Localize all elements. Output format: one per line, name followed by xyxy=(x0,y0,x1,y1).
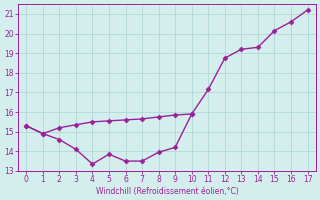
X-axis label: Windchill (Refroidissement éolien,°C): Windchill (Refroidissement éolien,°C) xyxy=(96,187,238,196)
